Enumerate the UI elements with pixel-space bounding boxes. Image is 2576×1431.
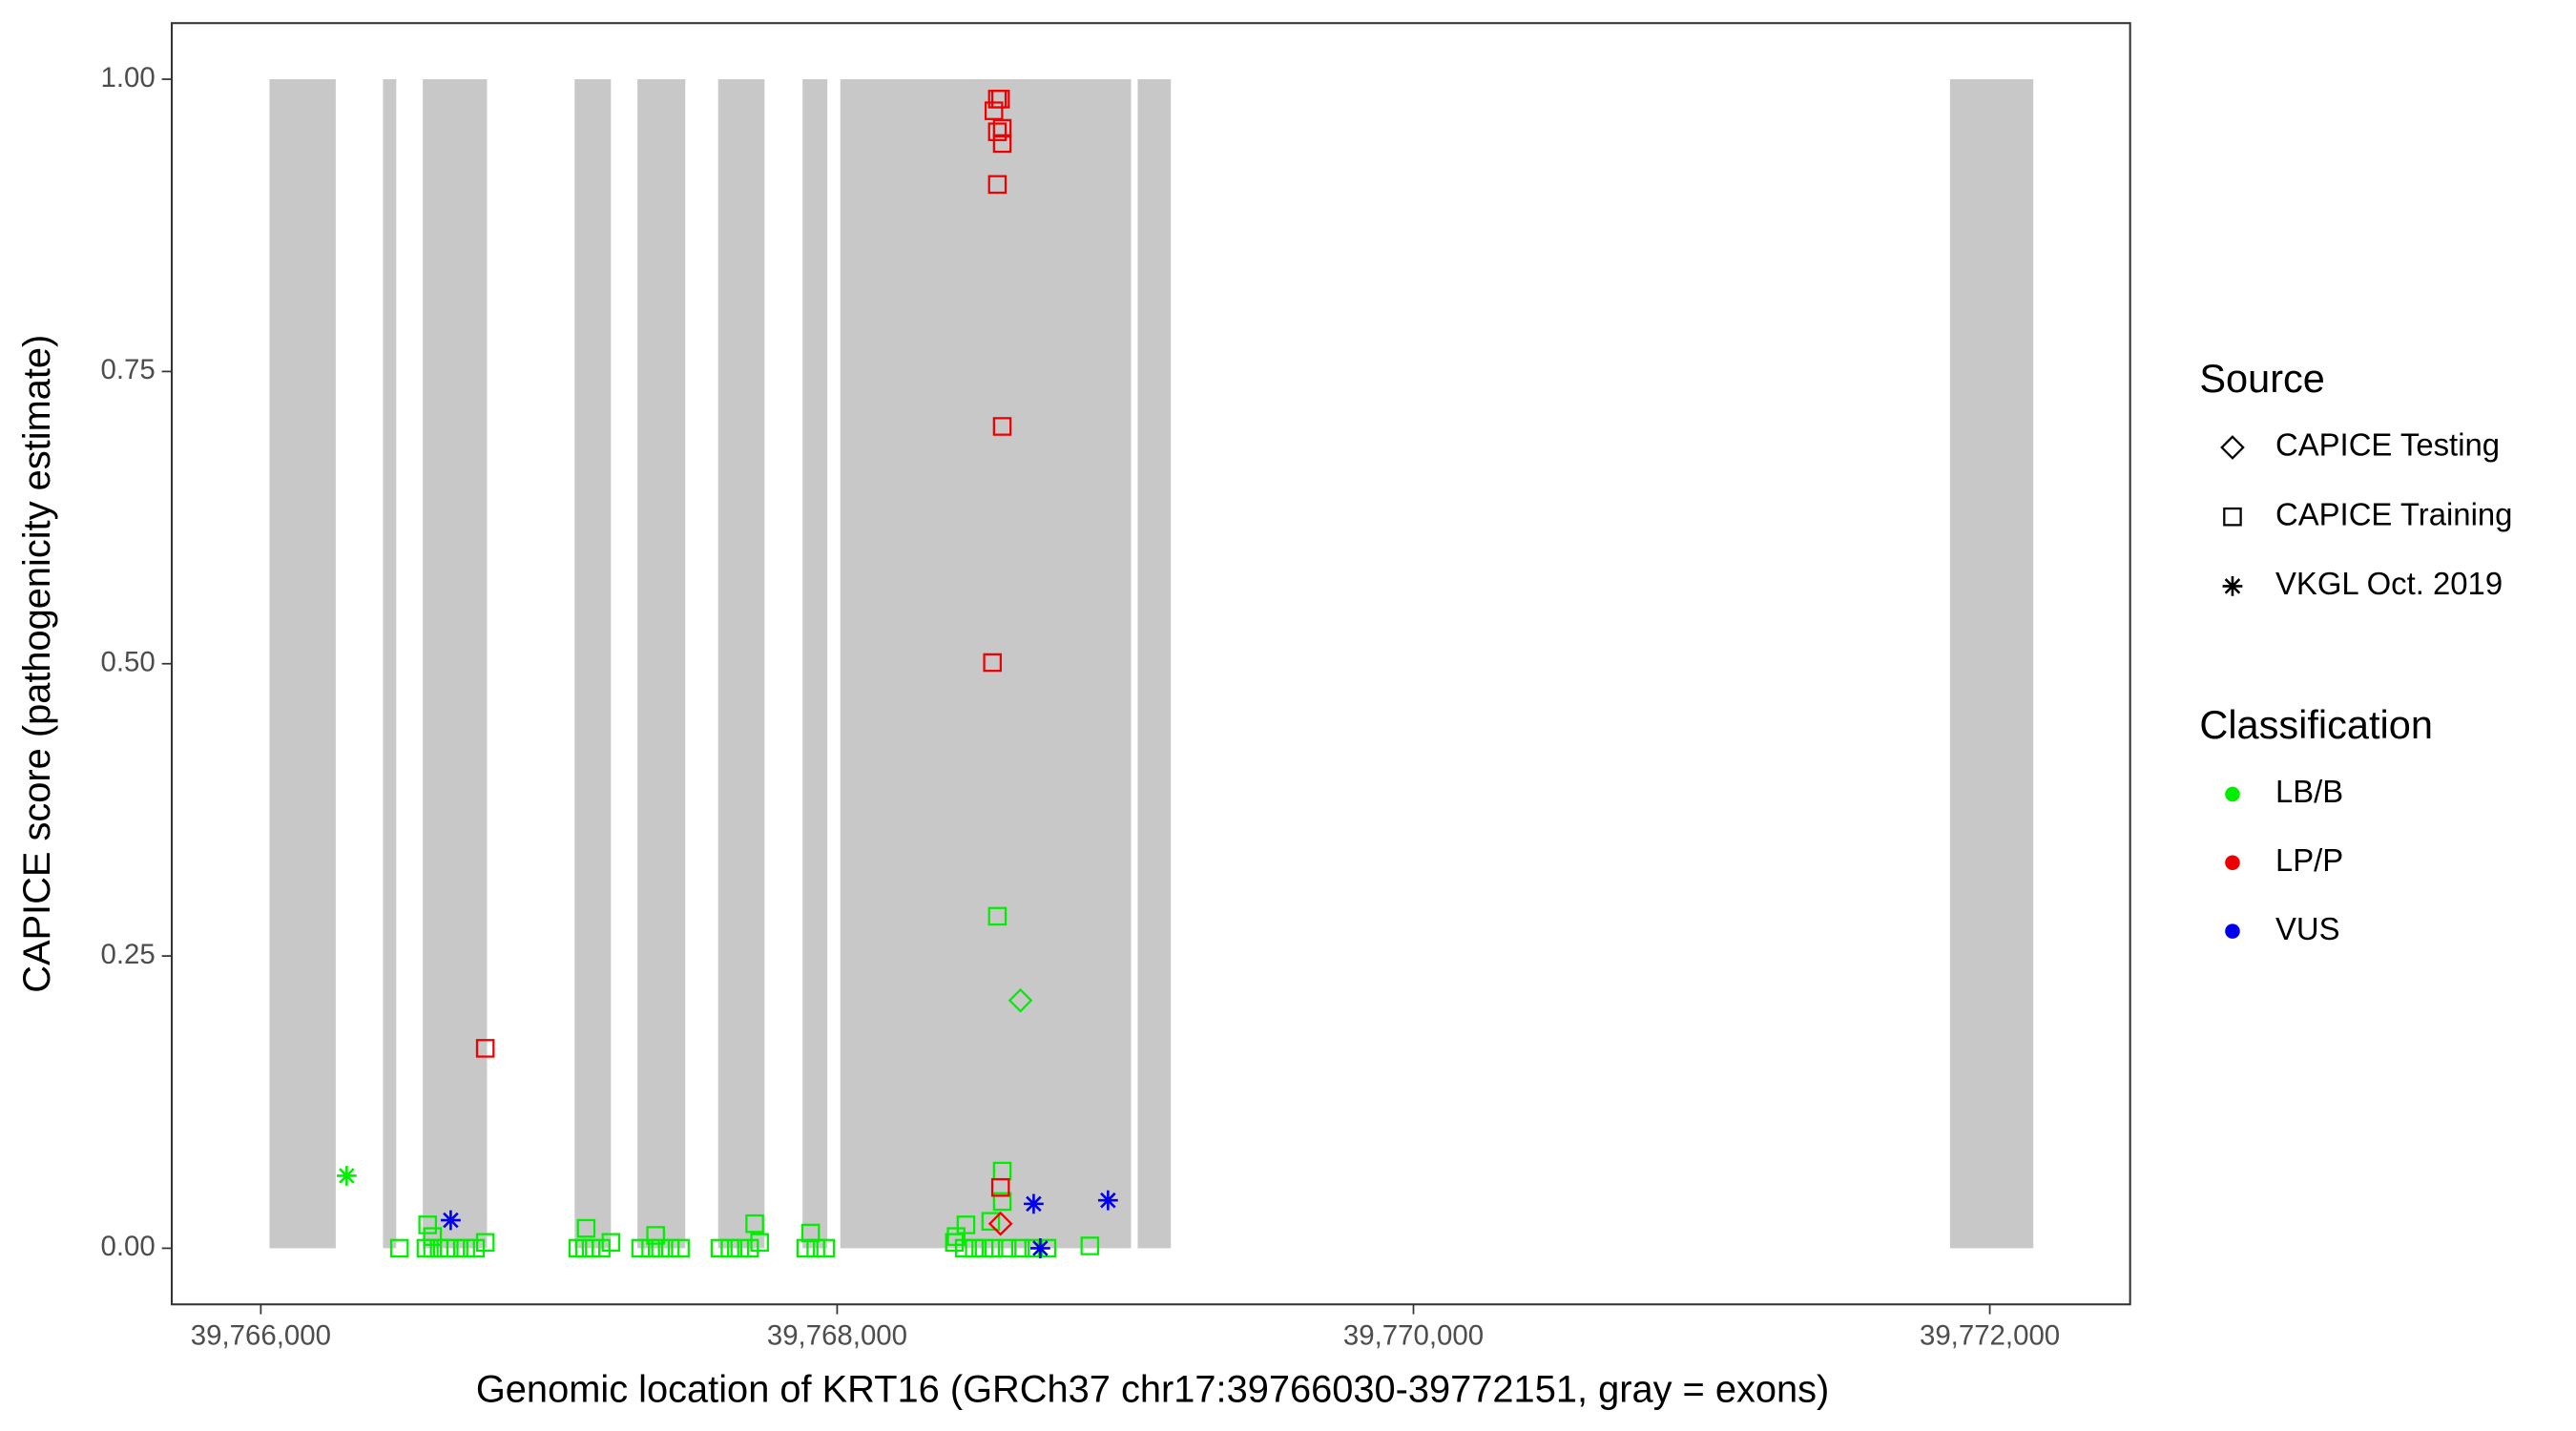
point: [475, 1039, 495, 1058]
legend-title: Classification: [2199, 702, 2433, 747]
point: [965, 1238, 984, 1258]
point: [750, 1233, 769, 1253]
point: [796, 1238, 816, 1258]
point: [987, 1211, 1013, 1236]
point: [641, 1238, 660, 1258]
legend-label: CAPICE Training: [2275, 496, 2513, 531]
y-tick-label: 1.00: [101, 62, 156, 93]
point: [1029, 1238, 1050, 1258]
legend-label: VKGL Oct. 2019: [2275, 566, 2503, 601]
point: [1080, 1236, 1100, 1255]
legend-symbol: [2223, 507, 2242, 527]
exon: [637, 79, 686, 1249]
exon: [423, 79, 488, 1249]
point: [992, 1192, 1012, 1212]
legend-label: LP/P: [2275, 842, 2343, 878]
point: [990, 90, 1010, 109]
point: [945, 1233, 965, 1253]
point: [992, 118, 1012, 138]
legend-symbol: [2225, 786, 2240, 802]
point: [646, 1226, 665, 1245]
point: [745, 1213, 764, 1234]
point: [1097, 1190, 1118, 1211]
plot-border: [171, 22, 2131, 1306]
legend-label: LB/B: [2275, 774, 2343, 809]
legend-label: VUS: [2275, 911, 2340, 946]
x-tick-label: 39,772,000: [1920, 1320, 2060, 1352]
legend-symbol: [2225, 923, 2240, 939]
point: [423, 1227, 443, 1246]
point: [446, 1238, 466, 1258]
point: [984, 1238, 1004, 1258]
point: [466, 1238, 486, 1258]
x-axis-title: Genomic location of KRT16 (GRCh37 chr17:…: [476, 1368, 1829, 1410]
point: [983, 653, 1003, 673]
point: [436, 1238, 456, 1258]
point: [987, 906, 1008, 926]
point: [710, 1238, 730, 1258]
exon: [717, 79, 765, 1249]
series: [987, 1211, 1013, 1236]
y-tick-label: 0.00: [101, 1231, 156, 1262]
x-tick-label: 39,768,000: [767, 1320, 907, 1352]
point: [581, 1238, 601, 1258]
point: [816, 1238, 836, 1258]
point: [800, 1223, 821, 1243]
point: [987, 122, 1008, 141]
x-tick-label: 39,766,000: [191, 1320, 331, 1352]
point: [1024, 1193, 1044, 1214]
point: [730, 1238, 750, 1258]
series: [475, 90, 1012, 1197]
point: [660, 1238, 680, 1258]
exon: [383, 79, 397, 1249]
legend-label: CAPICE Testing: [2275, 427, 2500, 463]
series: [441, 1190, 1118, 1258]
exon: [840, 79, 1132, 1249]
point: [981, 1212, 1001, 1232]
point: [992, 134, 1012, 154]
point: [1010, 1238, 1030, 1258]
point: [720, 1238, 739, 1258]
point: [806, 1238, 825, 1258]
y-tick-label: 0.75: [101, 354, 156, 385]
exon: [574, 79, 612, 1249]
series: [1008, 987, 1033, 1013]
point: [441, 1210, 461, 1231]
y-tick-label: 0.25: [101, 939, 156, 970]
point: [336, 1166, 357, 1186]
point: [576, 1218, 596, 1238]
series: [336, 1166, 357, 1186]
point: [990, 1177, 1010, 1197]
legend-symbol: [2220, 435, 2245, 460]
point: [992, 417, 1012, 436]
point: [651, 1238, 671, 1258]
y-axis-title: CAPICE score (pathogenicity estimate): [16, 335, 58, 993]
legend-symbol: [2222, 576, 2243, 596]
x-tick-label: 39,770,000: [1343, 1320, 1484, 1352]
point: [418, 1215, 438, 1234]
point: [456, 1238, 475, 1258]
y-tick-label: 0.50: [101, 647, 156, 678]
legend-title: Source: [2199, 356, 2325, 401]
point: [739, 1238, 759, 1258]
point: [671, 1238, 690, 1258]
exon: [802, 79, 828, 1249]
point: [631, 1238, 651, 1258]
point: [475, 1233, 495, 1253]
point: [592, 1238, 611, 1258]
exon: [269, 79, 336, 1249]
point: [987, 175, 1008, 195]
point: [946, 1227, 966, 1246]
exon: [1949, 79, 2034, 1249]
point: [389, 1238, 409, 1258]
legend-symbol: [2225, 855, 2240, 871]
point: [997, 1238, 1017, 1258]
point: [956, 1215, 976, 1234]
exon: [1137, 79, 1172, 1249]
point: [1008, 987, 1033, 1013]
point: [601, 1233, 621, 1253]
point: [974, 1238, 994, 1258]
